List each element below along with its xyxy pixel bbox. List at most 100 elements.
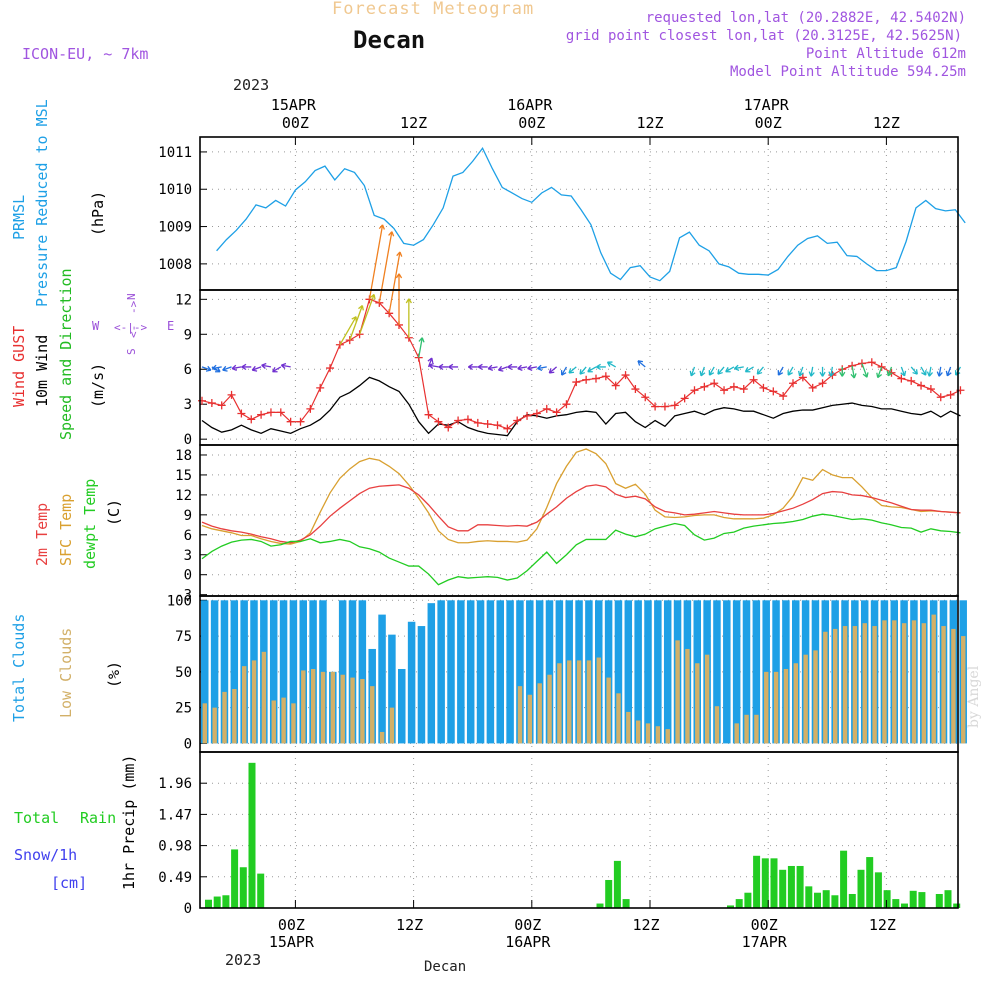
low-cloud-bar	[222, 691, 227, 744]
low-cloud-bar	[576, 660, 582, 744]
low-cloud-bar	[330, 671, 336, 744]
bottom-time-label: 00Z	[751, 916, 778, 934]
total-cloud-bar	[506, 600, 514, 744]
total-cloud-bar	[723, 600, 731, 744]
gust-marker	[621, 371, 630, 380]
cloud-ytick-label: 0	[184, 736, 192, 752]
low-cloud-bar	[251, 660, 257, 744]
wind-direction-arrow	[428, 362, 439, 370]
wind-direction-arrow	[606, 361, 617, 368]
low-cloud-bar	[527, 694, 533, 744]
precip-bar	[866, 857, 874, 908]
top-time-label: 00Z	[282, 114, 309, 132]
wind-direction-arrow	[920, 366, 927, 376]
gust-marker	[582, 375, 591, 384]
precip-unit: 1hr Precip (mm)	[120, 755, 138, 890]
wind-direction-arrow	[438, 363, 449, 371]
wind-direction-arrow	[378, 231, 395, 303]
wind-direction-arrow	[201, 365, 212, 372]
low-cloud-bar	[626, 711, 631, 744]
wind-direction-arrow	[900, 366, 907, 377]
gust-marker	[296, 417, 305, 426]
gust-marker	[463, 415, 472, 424]
total-cloud-bar	[516, 600, 524, 744]
low-cloud-bar	[685, 648, 690, 744]
top-date-label: 17APR	[744, 96, 790, 114]
wind-direction-arrow	[744, 366, 754, 373]
point-altitude: Point Altitude 612m	[805, 46, 966, 62]
low-cloud-bar	[389, 707, 395, 744]
wind-direction-arrow	[388, 251, 403, 314]
gust-marker	[857, 359, 866, 368]
low-cloud-bar	[862, 623, 867, 744]
gust-marker	[227, 390, 236, 399]
low-cloud-bar	[596, 657, 601, 744]
dewpoint-line	[201, 513, 961, 586]
gust-marker	[651, 402, 660, 411]
bottom-time-label: 00Z	[278, 916, 305, 934]
wind-direction-arrow	[467, 363, 478, 371]
low-cloud-bar	[350, 677, 355, 744]
low-cloud-bar	[360, 679, 365, 744]
precip-ytick-label: 0	[184, 901, 192, 917]
wind-direction-arrow	[568, 366, 577, 374]
pressure-panel-frame	[199, 136, 959, 291]
low-cloud-bar	[793, 663, 798, 744]
wind-direction-arrow	[579, 366, 587, 375]
total-cloud-bar	[624, 600, 633, 744]
temp-ytick-label: 3	[184, 548, 192, 564]
precip-bar	[605, 879, 613, 908]
gust-marker	[345, 336, 354, 345]
gust-marker	[641, 393, 650, 402]
gust-marker	[454, 416, 463, 425]
precip-bar	[613, 860, 621, 908]
top-time-label: 00Z	[755, 114, 782, 132]
gust-marker	[424, 410, 433, 419]
wind-direction-arrow	[756, 366, 764, 375]
wind-direction-arrow	[725, 366, 735, 373]
precip-rain-label: Rain	[80, 809, 116, 827]
wind-direction-arrow	[819, 366, 826, 377]
low-cloud-bar	[281, 697, 286, 744]
gust-label: Wind GUST	[10, 326, 28, 407]
wind-direction-arrow	[717, 366, 725, 375]
temp-sfc-label: SFC Temp	[57, 494, 75, 566]
total-cloud-bar	[417, 626, 426, 744]
gust-marker	[444, 423, 453, 432]
wind-ytick-label: 6	[184, 362, 192, 378]
wind-direction-arrow	[777, 366, 784, 376]
gust-marker	[601, 372, 610, 381]
wind-gust-line	[201, 298, 961, 430]
gust-marker	[592, 374, 600, 383]
total-cloud-bar	[644, 600, 652, 744]
model-label: ICON-EU, ~ 7km	[22, 45, 149, 63]
gust-marker	[286, 417, 295, 426]
low-cloud-bar	[872, 626, 877, 744]
pressure-ytick-label: 1008	[158, 257, 192, 273]
gust-marker	[562, 400, 571, 409]
precip-bar	[909, 890, 917, 908]
low-cloud-bar	[537, 683, 542, 744]
gust-marker	[779, 392, 788, 401]
precip-bar	[822, 890, 830, 908]
footer-location: Decan	[424, 959, 467, 975]
compass-east: E	[167, 319, 174, 333]
total-cloud-bar	[201, 600, 209, 744]
total-cloud-bar	[742, 600, 751, 744]
pressure-ytick-label: 1010	[158, 182, 192, 198]
low-cloud-bar	[379, 731, 385, 744]
precip-ytick-label: 0.49	[158, 870, 192, 886]
gust-marker	[680, 394, 689, 403]
total-cloud-bar	[545, 600, 554, 744]
wind-direction-arrow	[689, 366, 696, 377]
low-cloud-bar	[764, 671, 769, 744]
temp-ytick-label: 6	[184, 528, 192, 544]
gust-marker	[552, 408, 561, 417]
precip-bar	[874, 872, 882, 908]
low-cloud-bar	[901, 623, 907, 744]
precip-bar	[805, 886, 813, 908]
wind-direction-arrow	[280, 362, 291, 370]
compass-west: W	[92, 319, 100, 333]
top-date-label: 15APR	[271, 96, 317, 114]
low-cloud-bar	[931, 614, 936, 744]
